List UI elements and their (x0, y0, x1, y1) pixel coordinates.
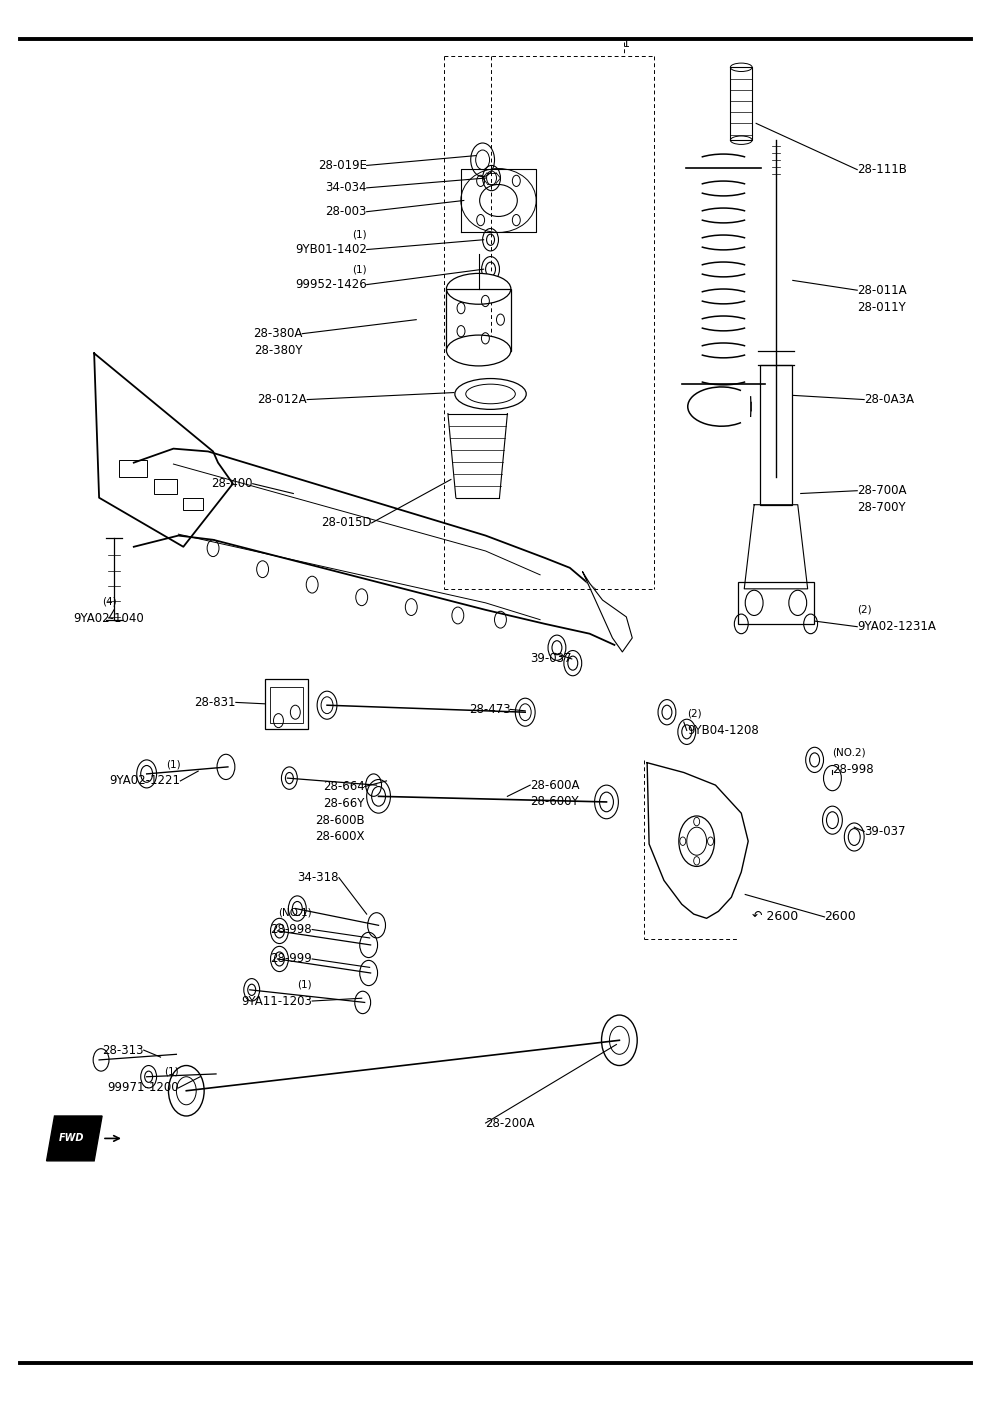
Text: (NO.2): (NO.2) (832, 747, 866, 758)
Text: 28-003: 28-003 (325, 205, 367, 219)
Bar (183, 498, 203, 510)
Text: (1): (1) (165, 758, 180, 770)
Polygon shape (47, 1116, 102, 1161)
Text: 28-012A: 28-012A (258, 393, 307, 407)
Polygon shape (134, 449, 614, 645)
Text: 28-600B: 28-600B (315, 813, 365, 827)
Text: 9YA02-1040: 9YA02-1040 (73, 611, 145, 625)
Text: (1): (1) (352, 229, 367, 240)
Text: 28-664: 28-664 (323, 780, 365, 794)
Text: 28-380Y: 28-380Y (254, 343, 302, 358)
Text: 28-999: 28-999 (271, 952, 312, 966)
Text: 9YA02-1221: 9YA02-1221 (109, 774, 180, 788)
Text: 39-037: 39-037 (864, 824, 906, 838)
Text: (1): (1) (352, 264, 367, 275)
Text: 1: 1 (622, 39, 630, 49)
Bar (270, 687, 303, 723)
Text: 2600: 2600 (825, 910, 856, 924)
Text: 28-019E: 28-019E (318, 158, 367, 172)
Bar (447, 289, 511, 350)
Text: 28-998: 28-998 (271, 923, 312, 937)
Text: 28-015D: 28-015D (321, 516, 372, 530)
Text: 28-700Y: 28-700Y (857, 501, 906, 515)
Text: (1): (1) (164, 1066, 178, 1077)
Polygon shape (647, 763, 748, 918)
Text: 28-700A: 28-700A (857, 484, 907, 498)
Polygon shape (744, 505, 808, 589)
Text: 28-380A: 28-380A (253, 327, 302, 341)
Text: ↶ 2600: ↶ 2600 (751, 910, 798, 924)
Text: 28-200A: 28-200A (486, 1116, 535, 1130)
Text: 34-034: 34-034 (325, 181, 367, 195)
Text: 99952-1426: 99952-1426 (295, 278, 367, 292)
Text: (1): (1) (297, 979, 312, 990)
Text: 28-011Y: 28-011Y (857, 300, 906, 314)
Text: 9YA02-1231A: 9YA02-1231A (857, 620, 936, 634)
Polygon shape (461, 168, 536, 233)
Text: 9YB01-1402: 9YB01-1402 (294, 243, 367, 257)
Polygon shape (448, 414, 507, 498)
Ellipse shape (446, 335, 511, 366)
Bar (265, 679, 308, 729)
Bar (730, 67, 752, 140)
Text: 28-313: 28-313 (102, 1043, 144, 1057)
Polygon shape (583, 572, 632, 652)
Text: 28-66Y: 28-66Y (323, 796, 365, 810)
Text: 28-600A: 28-600A (530, 778, 580, 792)
Bar (760, 365, 792, 505)
Bar (119, 460, 147, 477)
Text: 28-400: 28-400 (211, 477, 253, 491)
Bar (738, 582, 814, 624)
Text: 99971-1200: 99971-1200 (107, 1081, 178, 1095)
Text: 34-318: 34-318 (297, 871, 339, 885)
Text: 28-0A3A: 28-0A3A (864, 393, 914, 407)
Text: (2): (2) (687, 708, 702, 719)
Text: 28-600Y: 28-600Y (530, 795, 579, 809)
Text: 28-600X: 28-600X (315, 830, 365, 844)
Text: 9YB04-1208: 9YB04-1208 (687, 723, 758, 737)
Text: (NO.1): (NO.1) (278, 907, 312, 918)
Text: 9YA11-1203: 9YA11-1203 (241, 994, 312, 1008)
Text: FWD: FWD (58, 1133, 84, 1144)
Ellipse shape (446, 273, 511, 304)
Bar (154, 479, 177, 494)
Text: (2): (2) (857, 604, 872, 615)
Polygon shape (94, 353, 233, 547)
Text: 28-998: 28-998 (832, 763, 874, 777)
Text: 28-473: 28-473 (469, 702, 510, 716)
Text: (4): (4) (102, 596, 116, 607)
Text: 28-111B: 28-111B (857, 163, 907, 177)
Text: 39-037: 39-037 (530, 652, 572, 666)
Text: 28-011A: 28-011A (857, 283, 907, 297)
Text: 28-831: 28-831 (194, 695, 236, 709)
